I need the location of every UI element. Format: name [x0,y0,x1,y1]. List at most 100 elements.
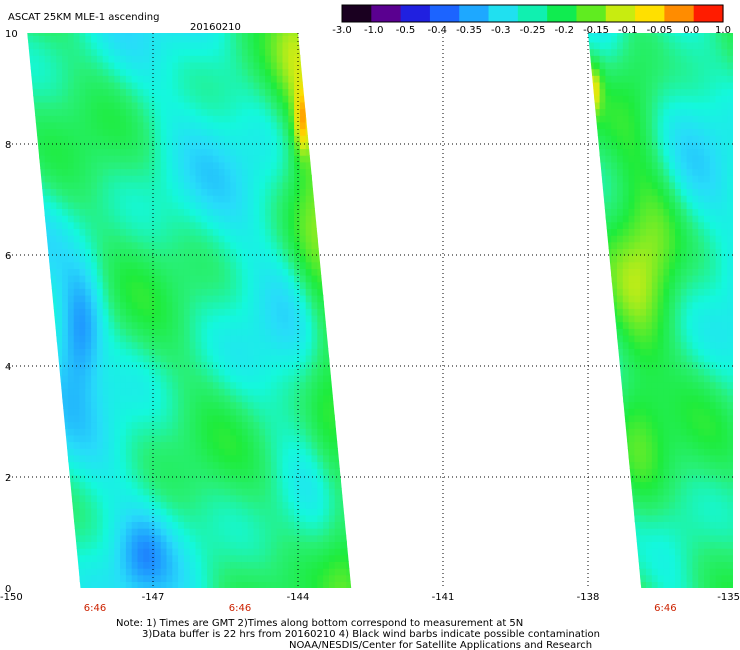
heatmap-cell [149,301,156,309]
heatmap-cell [311,188,318,196]
heatmap-cell [131,288,139,296]
heatmap-cell [183,188,191,196]
heatmap-cell [27,568,34,576]
heatmap-cell [178,101,185,110]
heatmap-cell [323,188,330,196]
heatmap-cell [253,201,260,209]
heatmap-cell [195,468,202,476]
heatmap-cell [265,235,272,243]
heatmap-cell [276,281,284,289]
heatmap-cell [27,175,28,183]
heatmap-cell [131,141,139,150]
heatmap-cell [305,521,313,529]
heatmap-cell [346,101,352,110]
heatmap-cell [108,361,115,369]
heatmap-cell [172,561,179,569]
heatmap-cell [294,334,301,343]
heatmap-cell [91,295,98,303]
heatmap-cell [73,428,81,436]
heatmap-cell [131,581,139,588]
heatmap-cell [241,521,249,529]
heatmap-cell [299,275,307,283]
heatmap-cell [137,195,144,203]
heatmap-cell [172,528,179,536]
heatmap-cell [311,255,318,263]
heatmap-cell [149,534,156,542]
heatmap-cell [38,534,46,542]
heatmap-cell [79,561,86,569]
heatmap-cell [160,514,168,522]
heatmap-cell [334,314,342,323]
heatmap-cell [230,81,237,90]
heatmap-cell [317,541,324,549]
heatmap-cell [323,175,330,183]
heatmap-cell [236,275,243,283]
heatmap-cell [311,421,318,429]
heatmap-cell [294,461,301,469]
heatmap-cell [294,228,301,236]
heatmap-cell [166,468,173,476]
heatmap-cell [149,554,156,562]
heatmap-cell [224,448,231,456]
heatmap-cell [323,255,330,263]
heatmap-cell [166,288,173,296]
heatmap-cell [663,574,670,582]
heatmap-cell [195,175,202,183]
heatmap-cell [276,548,284,556]
heatmap-cell [247,288,255,296]
heatmap-cell [230,88,237,96]
heatmap-cell [230,115,237,123]
heatmap-cell [114,148,121,156]
heatmap-cell [236,181,243,189]
heatmap-cell [166,528,173,536]
heatmap-cell [212,128,220,136]
heatmap-cell [334,48,342,56]
heatmap-cell [247,541,255,549]
heatmap-cell [91,95,98,103]
heatmap-cell [27,281,34,289]
heatmap-cell [85,41,92,50]
heatmap-cell [62,135,69,143]
heatmap-cell [195,368,202,376]
heatmap-cell [323,548,330,556]
heatmap-cell [96,248,104,256]
heatmap-cell [253,295,260,303]
heatmap-cell [172,468,179,476]
heatmap-cell [27,215,34,223]
heatmap-cell [62,141,69,150]
heatmap-cell [120,461,127,469]
heatmap-cell [33,514,40,522]
heatmap-cell [67,288,75,296]
heatmap-cell [230,501,237,509]
heatmap-cell [236,108,243,116]
heatmap-cell [62,33,69,36]
heatmap-cell [143,381,150,389]
heatmap-cell [160,448,168,456]
heatmap-cell [160,255,168,263]
heatmap-cell [218,428,226,436]
heatmap-cell [334,281,342,289]
heatmap-cell [91,541,98,549]
heatmap-cell [143,441,150,449]
heatmap-cell [125,41,133,50]
heatmap-cell [224,55,231,63]
heatmap-cell [79,95,86,103]
heatmap-cell [79,175,86,183]
heatmap-cell [178,255,185,263]
heatmap-cell [230,288,237,296]
heatmap-cell [299,221,307,229]
heatmap-cell [352,335,358,342]
heatmap-cell [259,208,266,216]
heatmap-cell [253,95,260,103]
heatmap-cell [265,541,272,549]
heatmap-cell [305,261,313,269]
heatmap-cell [195,215,202,223]
heatmap-cell [224,128,231,136]
heatmap-cell [67,454,75,463]
heatmap-cell [212,148,220,156]
heatmap-cell [236,381,243,389]
heatmap-cell [207,381,214,389]
heatmap-cell [108,501,115,509]
heatmap-cell [56,381,63,389]
heatmap-cell [352,442,358,449]
